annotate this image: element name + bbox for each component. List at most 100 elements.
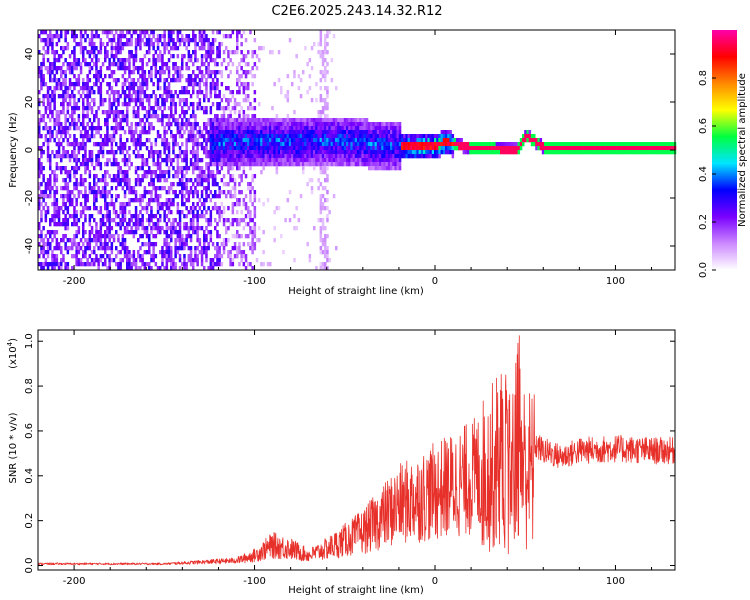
spectrogram-cell	[128, 166, 131, 171]
spectrogram-cell	[216, 142, 219, 147]
spectrogram-cell	[222, 150, 226, 155]
spectrogram-cell	[156, 226, 160, 231]
spectrogram-cell	[156, 150, 160, 155]
spectrogram-cell	[535, 138, 538, 143]
spectrogram-cell	[304, 146, 307, 151]
spectrogram-cell	[143, 114, 147, 119]
spectrogram-cell	[238, 150, 241, 155]
spectrogram-cell	[537, 138, 540, 143]
spectrogram-cell	[295, 150, 298, 155]
spectrogram-cell	[438, 134, 441, 139]
spectrogram-cell	[38, 202, 41, 207]
spectrogram-cell	[220, 210, 224, 215]
spectrogram-cell	[315, 118, 318, 123]
spectrogram-cell	[313, 126, 316, 131]
spectrogram-cell	[90, 190, 94, 195]
spectrogram-cell	[134, 46, 138, 51]
spectrogram-cell	[200, 262, 204, 267]
spectrogram-cell	[71, 222, 74, 227]
spectrogram-cell	[196, 222, 199, 227]
spectrogram-cell	[222, 122, 226, 127]
spectrogram-cell	[46, 194, 50, 199]
spectrogram-cell	[170, 198, 173, 203]
spectrogram-cell	[337, 146, 340, 151]
spectrogram-cell	[126, 30, 129, 35]
spectrogram-cell	[181, 174, 184, 179]
spectrogram-cell	[185, 66, 188, 71]
spectrogram-cell	[605, 146, 609, 151]
spectrogram-cell	[49, 74, 52, 79]
spectrogram-cell	[110, 54, 114, 59]
spectrogram-cell	[319, 226, 323, 231]
spectrogram-cell	[189, 226, 193, 231]
spectrogram-ytick-label: 40	[24, 48, 35, 61]
spectrogram-cell	[363, 130, 367, 135]
spectrogram-cell	[271, 122, 274, 127]
spectrogram-cell	[236, 250, 239, 255]
spectrogram-cell	[310, 186, 314, 191]
snr-ytick-label: 0.2	[24, 513, 35, 529]
spectrogram-cell	[141, 222, 144, 227]
spectrogram-cell	[84, 106, 87, 111]
spectrogram-cell	[68, 86, 72, 91]
spectrogram-cell	[302, 154, 305, 159]
spectrogram-cell	[238, 154, 241, 159]
spectrogram-cell	[112, 90, 116, 95]
spectrogram-cell	[170, 78, 173, 83]
spectrogram-cell	[148, 34, 151, 39]
spectrogram-cell	[236, 254, 239, 259]
spectrogram-cell	[293, 146, 296, 151]
spectrogram-cell	[361, 150, 364, 155]
spectrogram-cell	[383, 134, 386, 139]
spectrogram-cell	[172, 190, 175, 195]
spectrogram-cell	[55, 154, 59, 159]
spectrogram-cell	[176, 46, 180, 51]
spectrogram-cell	[374, 130, 378, 135]
spectrogram-cell	[49, 242, 52, 247]
spectrogram-cell	[321, 158, 325, 163]
spectrogram-cell	[346, 118, 349, 123]
spectrogram-cell	[262, 250, 265, 255]
spectrogram-cell	[625, 142, 628, 147]
spectrogram-cell	[167, 42, 171, 47]
spectrogram-cell	[401, 134, 404, 139]
spectrogram-cell	[277, 78, 281, 83]
spectrogram-cell	[60, 166, 63, 171]
spectrogram-cell	[361, 118, 364, 123]
spectrogram-cell	[209, 42, 213, 47]
spectrogram-cell	[176, 78, 180, 83]
spectrogram-cell	[425, 150, 428, 155]
spectrogram-cell	[249, 214, 252, 219]
spectrogram-cell	[383, 154, 386, 159]
spectrogram-cell	[308, 134, 312, 139]
spectrogram-cell	[438, 150, 441, 155]
spectrogram-cell	[258, 146, 261, 151]
spectrogram-cell	[152, 170, 155, 175]
spectrogram-cell	[150, 150, 153, 155]
spectrogram-cell	[242, 86, 246, 91]
spectrogram-cell	[214, 150, 217, 155]
spectrogram-cell	[150, 122, 153, 127]
spectrogram-cell	[178, 98, 182, 103]
spectrogram-cell	[121, 206, 125, 211]
spectrogram-cell	[104, 206, 107, 211]
spectrogram-cell	[152, 198, 155, 203]
spectrogram-cell	[244, 122, 248, 127]
spectrogram-cell	[352, 134, 356, 139]
spectrogram-cell	[299, 154, 303, 159]
spectrogram-cell	[284, 218, 287, 223]
spectrogram-cell	[409, 146, 413, 151]
spectrogram-cell	[172, 262, 175, 267]
spectrogram-cell	[209, 134, 213, 139]
spectrogram-cell	[159, 94, 162, 99]
spectrogram-cell	[90, 250, 94, 255]
spectrogram-cell	[137, 34, 140, 39]
spectrogram-cell	[260, 162, 263, 167]
spectrogram-cell	[214, 174, 217, 179]
spectrogram-cell	[247, 134, 250, 139]
spectrogram-cell	[445, 138, 448, 143]
spectrogram-cell	[165, 170, 169, 175]
spectrogram-cell	[141, 242, 144, 247]
spectrogram-cell	[594, 146, 598, 151]
spectrogram-cell	[418, 142, 422, 147]
